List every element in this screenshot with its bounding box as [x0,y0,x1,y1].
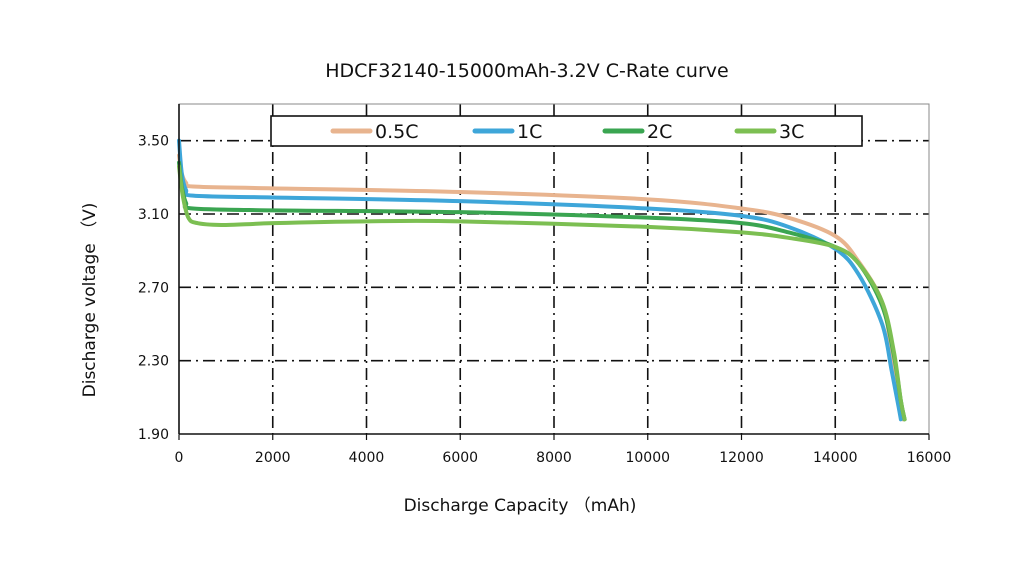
x-tick-label: 0 [175,450,184,466]
series-line-2C [177,160,907,422]
x-tick-label: 8000 [536,450,572,466]
x-axis-label: Discharge Capacity （mAh) [404,496,637,516]
legend-label: 3C [779,121,804,143]
x-tick-label: 10000 [625,450,670,466]
chart-title: HDCF32140-15000mAh-3.2V C-Rate curve [325,60,728,82]
series-line-1C [177,138,903,422]
y-tick-label: 1.90 [138,427,169,443]
y-tick-label: 3.10 [138,207,169,223]
x-tick-label: 14000 [813,450,858,466]
x-tick-label: 12000 [719,450,764,466]
series-line-3C [177,164,907,422]
y-axis-label: Discharge voltage （V) [80,203,100,398]
x-tick-label: 4000 [349,450,385,466]
y-tick-label: 2.30 [138,354,169,370]
legend-label: 0.5C [375,121,418,143]
y-tick-label: 2.70 [138,280,169,296]
legend-label: 1C [517,121,542,143]
y-tick-label: 3.50 [138,134,169,150]
x-tick-label: 2000 [255,450,291,466]
x-tick-label: 16000 [907,450,952,466]
legend-label: 2C [647,121,672,143]
x-tick-label: 6000 [442,450,478,466]
